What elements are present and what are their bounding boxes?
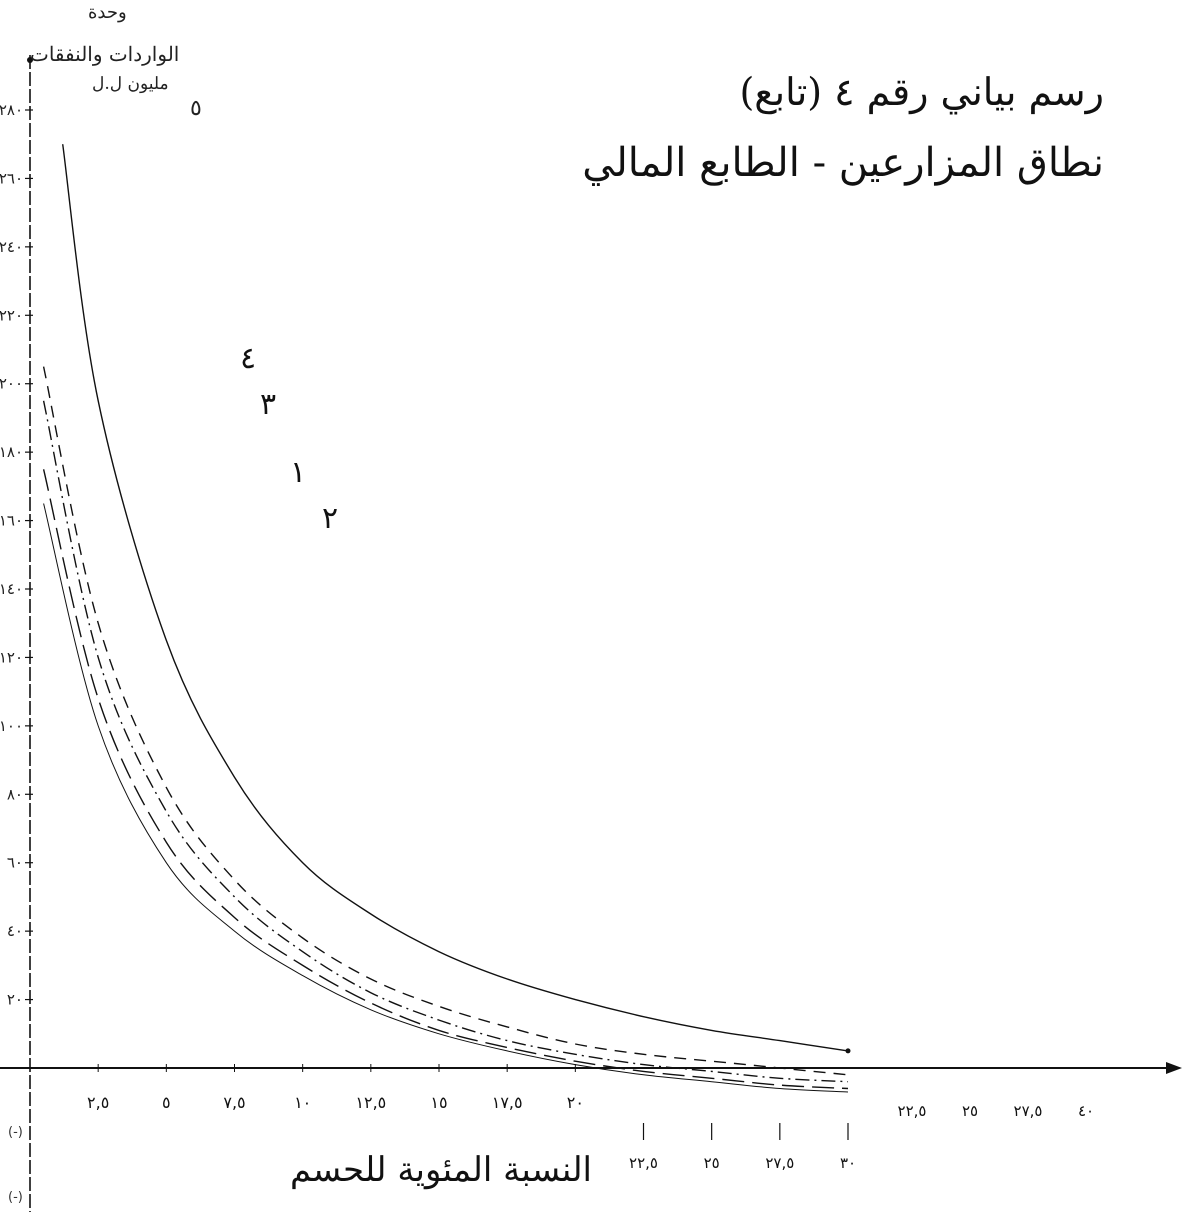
curve-label-1: ٤	[240, 341, 256, 376]
x-tick-label-extension: ٢٢,٥	[898, 1102, 927, 1120]
y-tick-label: ٢٢٠	[0, 306, 23, 324]
y-tick-label: ٦٠	[7, 854, 23, 872]
x-tick-label: ٢٠	[567, 1093, 584, 1112]
x-tick-label-extension: ٢٥	[962, 1102, 978, 1120]
x-tick-label-extension: ٤٠	[1078, 1102, 1094, 1120]
y-tick-label: ٨٠	[7, 785, 23, 803]
x-tick-label-secondary: ٣٠	[840, 1154, 856, 1172]
x-axis-arrow	[1166, 1062, 1182, 1074]
x-tick-label: ٥	[162, 1093, 171, 1112]
x-axis-label: النسبة المئوية للحسم	[290, 1150, 592, 1190]
negative-marker-2: (-)	[8, 1190, 23, 1205]
y-tick-label: ١٨٠	[0, 443, 23, 461]
y-axis-label-line3: مليون ل.ل	[92, 74, 169, 94]
y-tick-label: ١٤٠	[0, 580, 23, 598]
series-line-4	[42, 469, 849, 1090]
y-tick-label: ٢٦٠	[0, 169, 23, 187]
chart-title-line2: نطاق المزارعين - الطابع المالي	[582, 140, 1104, 186]
y-tick-label: ٢٨٠	[0, 101, 23, 119]
series-line-1	[62, 144, 849, 1052]
x-tick-label-secondary: ٢٢,٥	[629, 1154, 658, 1172]
curve-label-4: ٢	[322, 501, 338, 536]
series-line-5	[43, 503, 849, 1093]
y-tick-label: ١٦٠	[0, 512, 23, 530]
y-tick-label: ١٢٠	[0, 648, 23, 666]
y-tick-label: ٢٤٠	[0, 238, 23, 256]
series-line-2	[42, 366, 849, 1076]
x-tick-label-secondary: ٢٧,٥	[765, 1154, 794, 1172]
series-group	[42, 144, 851, 1093]
negative-marker-1: (-)	[8, 1125, 23, 1140]
x-tick-label-extension: ٢٧,٥	[1014, 1102, 1043, 1120]
y-axis-label-line1: وحدة	[88, 2, 127, 23]
chart-title-line1: رسم بياني رقم ٤ (تابع)	[739, 70, 1104, 114]
ticks: ٢٨٠٢٦٠٢٤٠٢٢٠٢٠٠١٨٠١٦٠١٤٠١٢٠١٠٠٨٠٦٠٤٠٢٠٢,…	[0, 101, 1094, 1172]
x-tick-label: ١٠	[294, 1093, 311, 1112]
y-axis-top-dot	[27, 57, 33, 63]
y-tick-label: ٢٠٠	[0, 375, 23, 393]
x-tick-label: ٢,٥	[87, 1093, 109, 1112]
y-axis-label-line2: الواردات والنفقات	[30, 42, 180, 66]
y-tick-label: ٤٠	[7, 922, 23, 940]
y-tick-label: ٢٠	[7, 991, 23, 1009]
curve-label-3: ١	[290, 455, 306, 490]
x-tick-label: ٧,٥	[223, 1093, 245, 1112]
axes	[0, 55, 1182, 1212]
x-tick-label-secondary: ٢٥	[704, 1154, 720, 1172]
y-tick-label: ١٠٠	[0, 717, 23, 735]
x-tick-label: ١٢,٥	[355, 1093, 386, 1112]
curve-label-2: ٣	[260, 387, 276, 422]
series-line-3	[42, 400, 849, 1083]
x-tick-label: ١٧,٥	[492, 1093, 523, 1112]
y-axis-label-line4: ٥	[190, 96, 202, 121]
x-tick-label: ١٥	[430, 1093, 447, 1112]
series-end-dot	[845, 1048, 851, 1054]
